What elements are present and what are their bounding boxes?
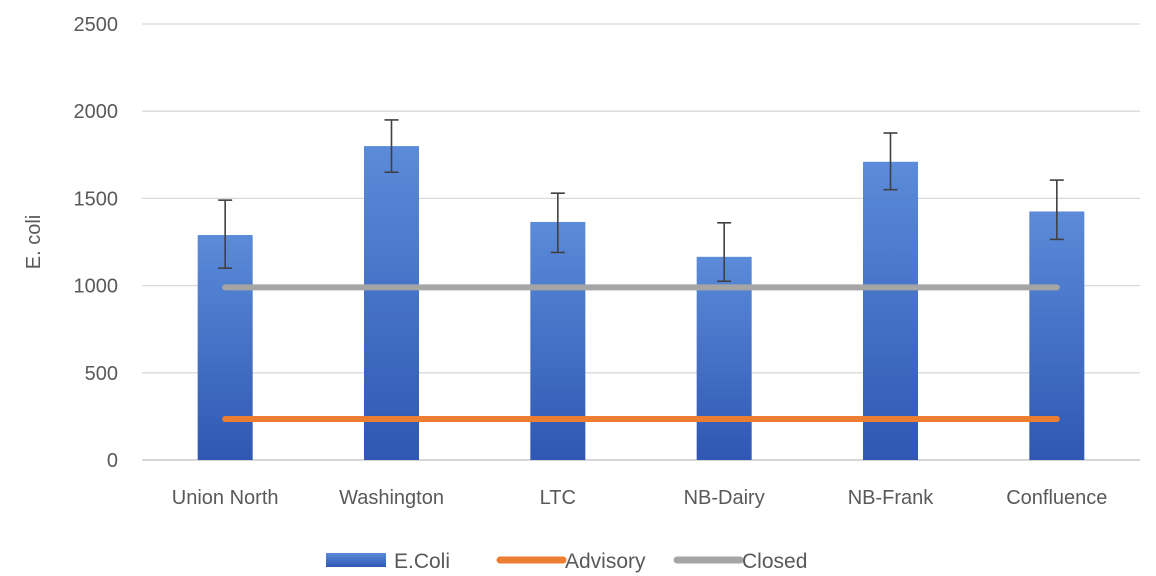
- gridlines: [142, 23, 1140, 461]
- legend-item-closed: Closed: [673, 550, 807, 573]
- y-axis-ticks: 0 500 1000 1500 2000 2500: [74, 14, 119, 472]
- y-tick-label: 0: [107, 450, 118, 472]
- legend-label: Closed: [742, 550, 807, 573]
- legend-swatch: [326, 553, 386, 567]
- y-tick-label: 1500: [74, 188, 119, 210]
- reference-lines: [222, 284, 1060, 423]
- error-bar: [1049, 179, 1064, 241]
- x-tick-label: Washington: [339, 487, 444, 509]
- legend-item-advisory: Advisory: [496, 550, 646, 573]
- x-tick-label: NB-Dairy: [684, 487, 765, 509]
- x-tick-label: NB-Frank: [848, 487, 935, 509]
- legend-label: E.Coli: [394, 550, 450, 573]
- error-bar: [218, 199, 233, 269]
- error-bars: [218, 119, 1064, 283]
- bar-nb-frank: [863, 161, 918, 460]
- bars: [197, 146, 1085, 460]
- y-tick-label: 2500: [74, 14, 119, 36]
- y-tick-label: 2000: [74, 101, 119, 123]
- y-tick-label: 500: [85, 363, 118, 385]
- x-axis-ticks: Union North Washington LTC NB-Dairy NB-Frank…: [172, 487, 1108, 509]
- bar-nb-dairy: [696, 256, 752, 460]
- x-tick-label: Confluence: [1006, 487, 1107, 509]
- error-bar: [717, 222, 732, 283]
- bar-washington: [364, 146, 419, 460]
- error-bar: [550, 192, 565, 254]
- x-tick-label: LTC: [540, 487, 576, 509]
- x-tick-label: Union North: [172, 487, 279, 509]
- error-bar: [384, 119, 399, 174]
- bar-ltc: [530, 221, 586, 460]
- bar-confluence: [1029, 211, 1085, 460]
- legend: E.Coli Advisory Closed: [326, 550, 807, 573]
- y-axis-title: E. coli: [23, 215, 45, 269]
- legend-item-e-coli: E.Coli: [326, 550, 450, 573]
- y-tick-label: 1000: [74, 276, 119, 298]
- error-bar: [883, 132, 898, 191]
- legend-label: Advisory: [565, 550, 646, 573]
- bar-union-north: [197, 235, 253, 460]
